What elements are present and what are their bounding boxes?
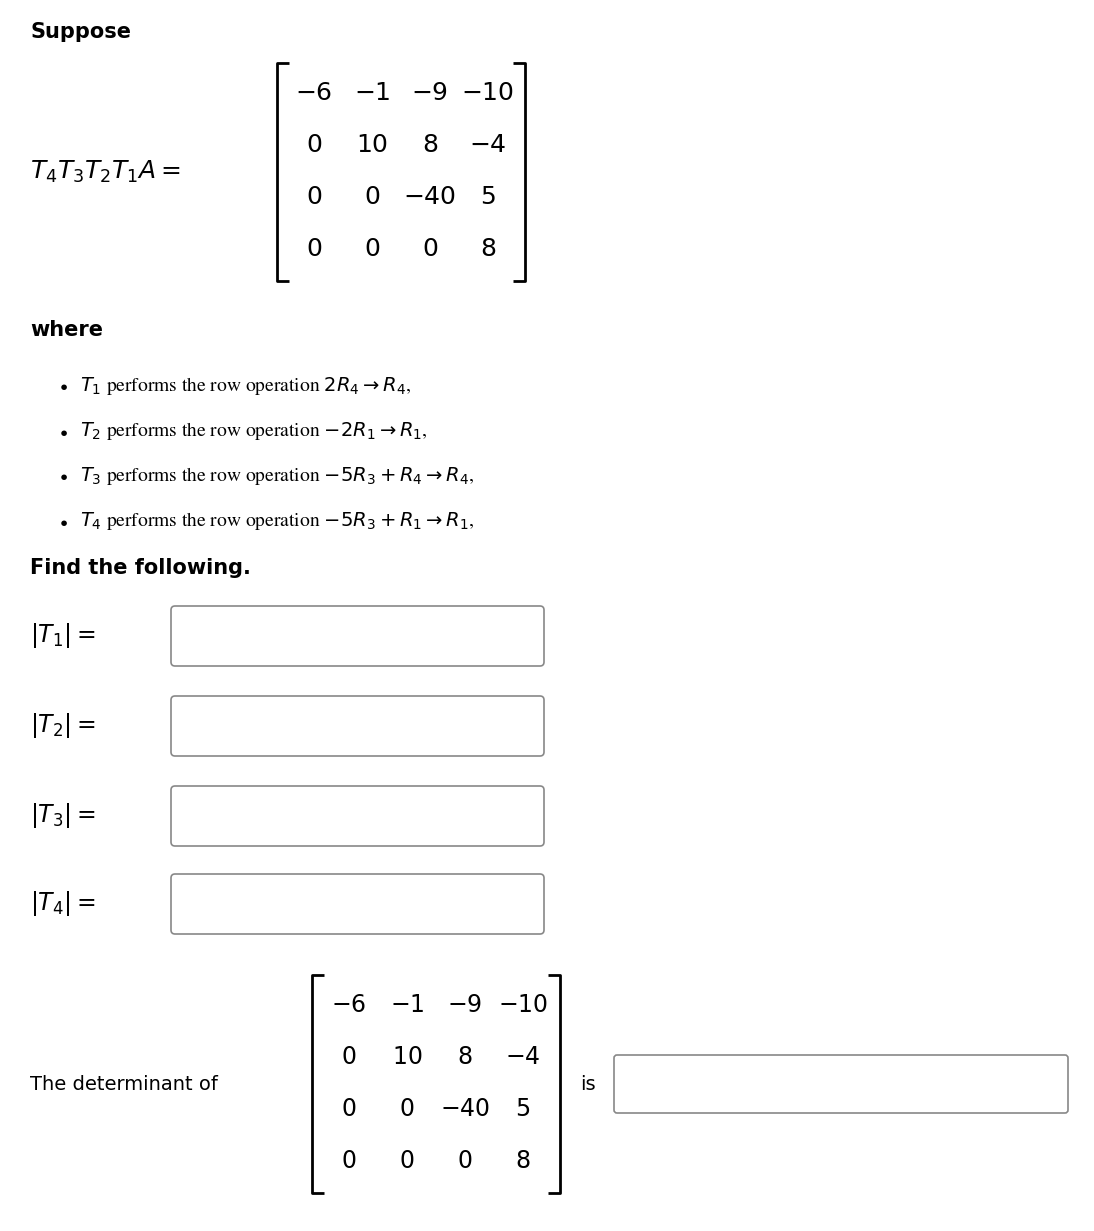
Text: $-10$: $-10$: [462, 82, 514, 106]
Text: $-9$: $-9$: [447, 995, 482, 1017]
Text: is: is: [580, 1075, 595, 1093]
Text: $0$: $0$: [341, 1151, 357, 1173]
Text: $|T_2|$$ =$: $|T_2|$$ =$: [30, 712, 95, 741]
Text: $5$: $5$: [515, 1099, 531, 1121]
Text: $0$: $0$: [341, 1099, 357, 1121]
Text: $0$: $0$: [306, 134, 322, 158]
Text: $-6$: $-6$: [295, 82, 333, 106]
Text: $0$: $0$: [399, 1099, 415, 1121]
Text: $\bullet$: $\bullet$: [57, 512, 68, 531]
Text: $|T_1|$$ =$: $|T_1|$$ =$: [30, 622, 95, 650]
Text: $T_1$ performs the row operation $2R_4 \rightarrow R_4$,: $T_1$ performs the row operation $2R_4 \…: [80, 375, 411, 398]
Text: Suppose: Suppose: [30, 22, 131, 42]
Text: $T_3$ performs the row operation $-5R_3 + R_4 \rightarrow R_4$,: $T_3$ performs the row operation $-5R_3 …: [80, 465, 475, 487]
Text: $-40$: $-40$: [440, 1099, 490, 1121]
Text: $-4$: $-4$: [469, 134, 507, 158]
Text: $0$: $0$: [457, 1151, 473, 1173]
Text: $T_4$ performs the row operation $-5R_3 + R_1 \rightarrow R_1$,: $T_4$ performs the row operation $-5R_3 …: [80, 510, 475, 532]
Text: $|T_4|$$ =$: $|T_4|$$ =$: [30, 890, 95, 918]
Text: $0$: $0$: [399, 1151, 415, 1173]
FancyBboxPatch shape: [171, 606, 544, 666]
Text: $0$: $0$: [422, 238, 438, 262]
Text: where: where: [30, 320, 103, 340]
Text: $T_2$ performs the row operation $-2R_1 \rightarrow R_1$,: $T_2$ performs the row operation $-2R_1 …: [80, 420, 428, 442]
Text: $8$: $8$: [480, 238, 496, 262]
Text: $0$: $0$: [306, 238, 322, 262]
Text: $-10$: $-10$: [498, 995, 548, 1017]
FancyBboxPatch shape: [614, 1055, 1068, 1113]
Text: $8$: $8$: [457, 1048, 473, 1069]
Text: $0$: $0$: [341, 1048, 357, 1069]
Text: $10$: $10$: [356, 134, 388, 158]
Text: $0$: $0$: [306, 186, 322, 211]
Text: $8$: $8$: [422, 134, 438, 158]
Text: $T_4T_3T_2T_1A =$: $T_4T_3T_2T_1A =$: [30, 159, 181, 185]
Text: $\bullet$: $\bullet$: [57, 421, 68, 441]
Text: $-6$: $-6$: [331, 995, 366, 1017]
FancyBboxPatch shape: [171, 874, 544, 934]
Text: $10$: $10$: [392, 1048, 422, 1069]
Text: $\bullet$: $\bullet$: [57, 377, 68, 395]
FancyBboxPatch shape: [171, 787, 544, 846]
Text: $5$: $5$: [480, 186, 496, 211]
Text: $|T_3|$$ =$: $|T_3|$$ =$: [30, 801, 95, 831]
Text: $0$: $0$: [364, 186, 380, 211]
Text: Find the following.: Find the following.: [30, 558, 251, 579]
Text: $0$: $0$: [364, 238, 380, 262]
Text: $-4$: $-4$: [505, 1048, 540, 1069]
Text: $-1$: $-1$: [353, 82, 391, 106]
Text: $-40$: $-40$: [404, 186, 456, 211]
FancyBboxPatch shape: [171, 696, 544, 756]
Text: $\bullet$: $\bullet$: [57, 467, 68, 485]
Text: $8$: $8$: [515, 1151, 531, 1173]
Text: $-1$: $-1$: [389, 995, 424, 1017]
Text: The determinant of: The determinant of: [30, 1075, 218, 1093]
Text: $-9$: $-9$: [411, 82, 449, 106]
